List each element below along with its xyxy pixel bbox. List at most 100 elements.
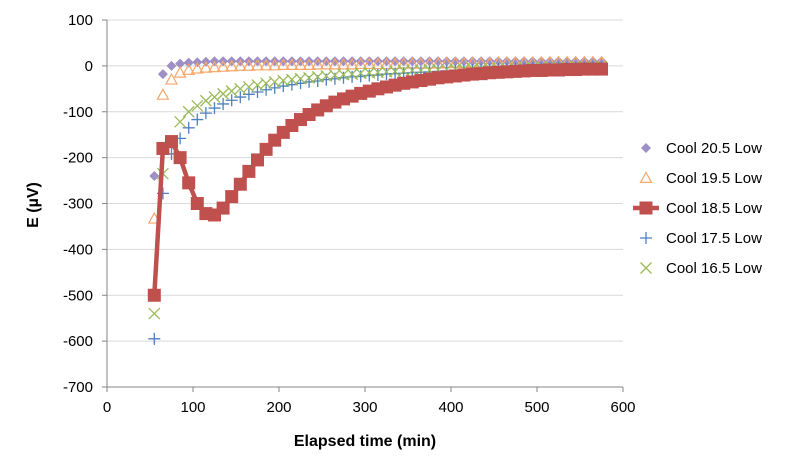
data-point (183, 57, 194, 68)
legend-marker (640, 262, 652, 274)
data-point (165, 135, 178, 149)
legend-marker (641, 143, 651, 153)
x-tick-label: 300 (352, 399, 377, 416)
data-point (175, 58, 186, 69)
data-point (251, 153, 264, 167)
x-tick-label: 400 (438, 399, 463, 416)
data-point (208, 102, 221, 115)
data-point (166, 60, 177, 71)
data-point (148, 332, 161, 345)
data-point (148, 307, 161, 320)
data-point (233, 177, 247, 191)
data-point (336, 57, 351, 70)
data-point (259, 58, 273, 71)
data-point (362, 57, 376, 70)
y-tick-label: -600 (63, 333, 93, 350)
data-point (501, 56, 512, 67)
legend-item: Cool 18.5 Low (633, 200, 762, 217)
legend: Cool 20.5 Low Cool 19.5 Low Cool 18.5 Low C… (633, 140, 762, 277)
x-tick-labels: 0 100 200 300 400 500 600 (103, 387, 636, 416)
data-point (149, 170, 160, 181)
data-point (268, 58, 282, 71)
y-axis-title: E (µV) (25, 182, 42, 228)
legend-item: Cool 19.5 Low (639, 170, 762, 187)
data-point (484, 56, 495, 67)
legend-label: Cool 20.5 Low (666, 140, 762, 157)
data-point (233, 59, 247, 71)
data-point (328, 57, 342, 70)
data-point (234, 91, 247, 104)
data-point (371, 69, 384, 82)
data-point (157, 69, 168, 80)
x-tick-label: 100 (180, 399, 205, 416)
data-point (319, 57, 333, 70)
data-point (182, 105, 195, 118)
data-point (182, 121, 195, 134)
x-axis-title: Elapsed time (min) (294, 433, 436, 450)
data-point (216, 60, 230, 72)
y-tick-label: -200 (63, 150, 93, 167)
y-tick-label: -300 (63, 196, 93, 213)
data-point (345, 57, 359, 70)
data-point (225, 59, 239, 72)
data-point (217, 87, 230, 100)
legend-item: Cool 16.5 Low (640, 260, 762, 277)
data-point (450, 56, 461, 67)
data-point (191, 99, 204, 112)
data-point (595, 62, 608, 76)
data-point (371, 57, 385, 70)
series-layer (147, 55, 609, 345)
data-point (217, 97, 230, 110)
legend-marker (639, 171, 653, 183)
data-point (493, 56, 504, 67)
data-point (302, 58, 316, 70)
data-point (510, 56, 521, 67)
data-point (199, 94, 212, 107)
data-point (527, 56, 538, 67)
y-tick-labels: 100 0 -100 -200 -300 -400 -500 -600 -700 (63, 12, 107, 396)
data-point (191, 113, 204, 126)
data-point (354, 57, 368, 70)
data-point (311, 57, 325, 70)
y-tick-label: -700 (63, 379, 93, 396)
legend-label: Cool 19.5 Low (666, 170, 762, 187)
data-point (458, 56, 469, 67)
data-point (147, 288, 161, 302)
data-point (285, 58, 299, 70)
data-point (182, 176, 196, 190)
y-tick-label: -500 (63, 287, 93, 304)
y-tick-label: -400 (63, 241, 93, 258)
data-point (174, 115, 187, 128)
data-point (293, 58, 308, 70)
data-point (276, 58, 290, 70)
data-point (225, 85, 238, 98)
data-point (164, 72, 179, 85)
x-tick-label: 500 (524, 399, 549, 416)
legend-marker (639, 201, 653, 215)
legend-item: Cool 17.5 Low (640, 230, 762, 247)
data-point (225, 94, 238, 107)
legend-label: Cool 17.5 Low (666, 230, 762, 247)
legend-label: Cool 18.5 Low (666, 200, 762, 217)
legend-marker (640, 232, 652, 244)
series-square (147, 62, 608, 302)
data-point (190, 61, 204, 74)
data-point (467, 56, 478, 67)
data-point (182, 63, 196, 76)
data-point (207, 60, 222, 73)
legend-label: Cool 16.5 Low (666, 260, 762, 277)
data-point (242, 59, 256, 71)
data-point (173, 66, 187, 78)
data-point (441, 56, 452, 67)
legend-item: Cool 20.5 Low (641, 140, 762, 157)
data-point (216, 201, 230, 215)
data-point (225, 190, 239, 204)
y-tick-label: 100 (68, 12, 93, 29)
data-point (199, 60, 213, 73)
data-point (519, 56, 530, 67)
data-point (242, 164, 256, 178)
data-point (199, 107, 212, 120)
data-point (190, 197, 204, 210)
